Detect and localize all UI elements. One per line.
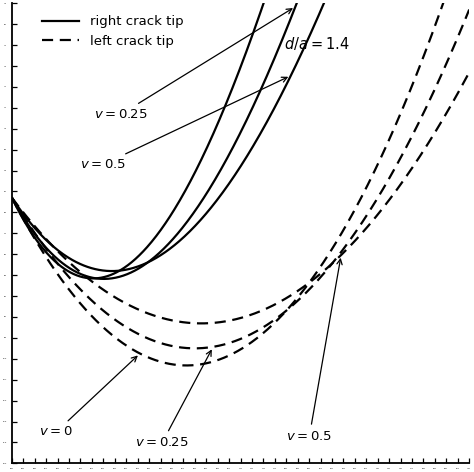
- Text: $v = 0$: $v = 0$: [0, 471, 1, 472]
- Text: $v = 0.25$: $v = 0.25$: [94, 9, 292, 121]
- Text: $d/a = 1.4$: $d/a = 1.4$: [284, 34, 349, 51]
- Text: $v = 0.5$: $v = 0.5$: [81, 77, 287, 171]
- Text: $v = 0$: $v = 0$: [39, 356, 137, 438]
- Text: $v = 0.5$: $v = 0.5$: [286, 259, 342, 443]
- Legend: right crack tip, left crack tip: right crack tip, left crack tip: [37, 10, 189, 53]
- Text: $v = 0.25$: $v = 0.25$: [136, 351, 211, 449]
